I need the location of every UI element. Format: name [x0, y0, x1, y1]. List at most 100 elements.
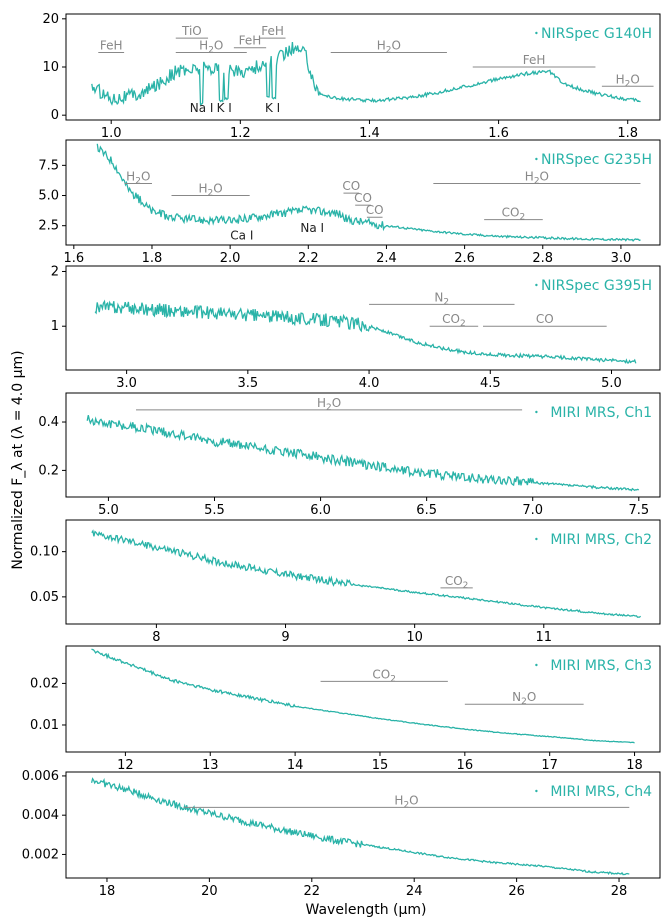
x-tick-label: 22	[304, 884, 321, 899]
band-label: FeH	[523, 53, 546, 67]
spectrum-line	[90, 777, 630, 876]
atom-label: K I	[265, 101, 280, 115]
band-label: H2O	[394, 793, 418, 810]
band-label: H2O	[525, 169, 549, 186]
band-label: H2O	[126, 169, 150, 186]
band-label: CO	[342, 179, 360, 193]
x-tick-label: 1.6	[488, 126, 509, 141]
y-tick-label: 20	[42, 12, 59, 27]
x-tick-label: 1.8	[142, 251, 163, 266]
legend-marker	[535, 31, 538, 35]
spectrum-line	[91, 648, 635, 744]
x-tick-label: 1.0	[101, 126, 122, 141]
band-label: CO2	[442, 312, 466, 329]
chart-panel: 3.0 3.5 4.0 4.5 5.0 1 2 N2 CO2 CO NIRSpec G395H	[51, 264, 661, 391]
y-tick-label: 7.5	[38, 158, 59, 173]
x-tick-label: 1.8	[617, 126, 638, 141]
band-label: CO	[366, 203, 384, 217]
x-tick-label: 5.0	[98, 503, 119, 518]
y-tick-label: 0.006	[22, 769, 59, 784]
x-tick-label: 2.8	[532, 251, 553, 266]
y-tick-label: 0.01	[30, 718, 59, 733]
band-label: H2O	[199, 39, 223, 56]
legend-marker	[535, 537, 538, 541]
x-tick-label: 26	[508, 884, 525, 899]
y-tick-label: 0.004	[22, 808, 59, 823]
plot-frame	[65, 392, 661, 498]
y-tick-label: 0.02	[30, 676, 59, 691]
plot-frame	[65, 265, 661, 371]
x-tick-label: 28	[611, 884, 628, 899]
legend-entry: NIRSpec G235H	[541, 152, 652, 168]
x-tick-label: 9	[281, 630, 289, 645]
x-tick-label: 7.5	[628, 503, 649, 518]
band-label: CO	[536, 312, 554, 326]
band-label: H2O	[377, 39, 401, 56]
x-tick-label: 2.4	[376, 251, 397, 266]
y-axis-title: Normalized F_λ at (λ = 4.0 μm)	[10, 350, 26, 569]
y-tick-label: 2	[51, 264, 59, 279]
chart-panel: 18 20 22 24 26 28 0.002 0.004 0.006 H2O MIRI MRS, …	[22, 769, 661, 899]
x-tick-label: 24	[406, 884, 423, 899]
legend-entry: MIRI MRS, Ch2	[550, 532, 652, 548]
x-tick-label: 14	[287, 758, 304, 773]
x-tick-label: 3.5	[237, 376, 258, 391]
chart-panel: 1.6 1.8 2.0 2.2 2.4 2.6 2.8 3.0 2.5 5.0 7.5 H2O H2O C…	[38, 139, 661, 266]
x-tick-label: 18	[626, 758, 643, 773]
atom-label: K I	[217, 101, 232, 115]
atom-label: Ca I	[230, 228, 253, 242]
x-tick-label: 1.2	[230, 126, 251, 141]
plot-frame	[65, 519, 661, 625]
legend-marker	[535, 410, 538, 414]
band-label: N2O	[512, 690, 536, 707]
band-label: CO2	[445, 574, 469, 591]
x-tick-label: 15	[372, 758, 389, 773]
x-tick-label: 2.2	[298, 251, 319, 266]
band-label: FeH	[100, 39, 123, 53]
x-tick-label: 5.5	[204, 503, 225, 518]
y-tick-label: 0.4	[38, 415, 59, 430]
x-tick-label: 8	[152, 630, 160, 645]
chart-panel: 5.0 5.5 6.0 6.5 7.0 7.5 0.2 0.4 H2O MIRI MRS, Ch1	[38, 392, 661, 518]
y-tick-label: 0.2	[38, 463, 59, 478]
legend-marker	[535, 157, 538, 161]
band-label: N2	[434, 290, 449, 307]
x-tick-label: 11	[536, 630, 553, 645]
x-tick-label: 13	[202, 758, 219, 773]
x-tick-label: 4.5	[480, 376, 501, 391]
spectrum-line	[86, 415, 640, 492]
legend-marker	[535, 663, 538, 667]
y-tick-label: 0	[51, 108, 59, 123]
x-tick-label: 2.6	[454, 251, 475, 266]
spectrum-line	[94, 299, 637, 364]
spectrum-line	[91, 529, 642, 618]
x-tick-label: 1.4	[359, 126, 380, 141]
y-tick-label: 0.10	[30, 545, 59, 560]
y-tick-label: 10	[42, 60, 59, 75]
legend-entry: MIRI MRS, Ch1	[550, 405, 652, 421]
x-tick-label: 17	[541, 758, 558, 773]
band-label: FeH	[261, 24, 284, 38]
x-tick-label: 4.0	[359, 376, 380, 391]
x-tick-label: 3.0	[611, 251, 632, 266]
legend-entry: MIRI MRS, Ch4	[550, 784, 652, 800]
spectrum-line	[96, 143, 641, 242]
y-tick-label: 0.05	[30, 590, 59, 605]
plot-frame	[65, 771, 661, 879]
legend-entry: NIRSpec G140H	[541, 26, 652, 42]
band-label: FeH	[239, 34, 262, 48]
y-tick-label: 5.0	[38, 189, 59, 204]
band-label: H2O	[198, 182, 222, 199]
x-tick-label: 1.6	[63, 251, 84, 266]
legend-marker	[535, 283, 538, 287]
band-label: H2O	[317, 396, 341, 413]
band-label: CO2	[502, 206, 526, 223]
x-tick-label: 3.0	[116, 376, 137, 391]
x-tick-label: 20	[201, 884, 218, 899]
atom-label: Na I	[300, 221, 324, 235]
legend-entry: MIRI MRS, Ch3	[550, 658, 652, 674]
x-tick-label: 16	[457, 758, 474, 773]
